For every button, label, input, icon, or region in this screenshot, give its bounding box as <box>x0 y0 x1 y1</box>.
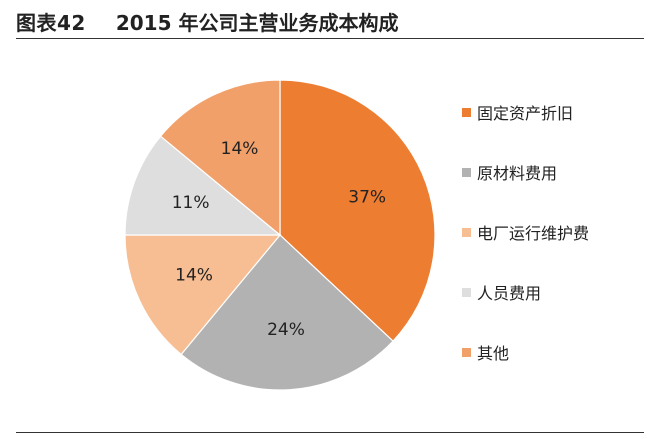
pie-slice-3 <box>124 234 282 356</box>
pie-slice-4 <box>124 135 282 236</box>
legend-swatch-5 <box>462 347 471 357</box>
slice-label-1: 37% <box>348 187 386 207</box>
pie-slice-1 <box>279 79 436 342</box>
legend-item-3: 电厂运行维护费 <box>462 220 589 244</box>
legend-item-2: 原材料费用 <box>462 160 557 184</box>
pie-slice-2 <box>180 234 394 391</box>
legend-label-3: 电厂运行维护费 <box>477 224 590 243</box>
figure-header: 图表42 2015 年公司主营业务成本构成 <box>16 7 398 35</box>
top-divider <box>16 38 644 39</box>
legend-item-4: 人员费用 <box>462 280 541 304</box>
pie-slice-5 <box>159 79 281 237</box>
legend-label-2: 原材料费用 <box>477 164 558 183</box>
legend-item-1: 固定资产折旧 <box>462 100 573 124</box>
legend-swatch-3 <box>462 227 471 237</box>
slice-label-5: 14% <box>221 139 259 159</box>
bottom-divider <box>16 432 644 433</box>
figure-title: 2015 年公司主营业务成本构成 <box>115 10 399 35</box>
legend-label-5: 其他 <box>477 344 510 363</box>
slice-label-2: 24% <box>267 320 305 340</box>
legend-label-4: 人员费用 <box>477 284 542 303</box>
figure-number: 图表42 <box>16 10 86 35</box>
slice-label-3: 14% <box>175 265 213 285</box>
legend-label-1: 固定资产折旧 <box>477 104 574 123</box>
legend-swatch-1 <box>462 107 471 117</box>
legend-swatch-2 <box>462 167 471 177</box>
legend-swatch-4 <box>462 287 471 297</box>
legend-item-5: 其他 <box>462 340 509 364</box>
slice-label-4: 11% <box>172 193 210 213</box>
